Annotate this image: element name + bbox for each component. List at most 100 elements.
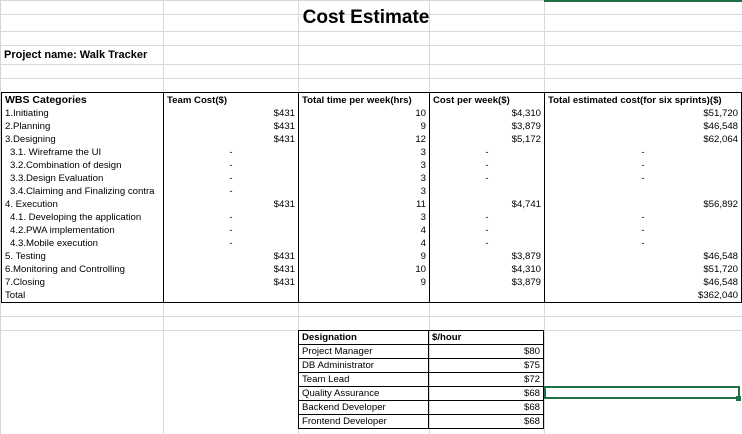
header-designation[interactable]: Designation — [298, 330, 429, 345]
cell-total[interactable]: - — [544, 146, 742, 159]
cell-cost-week[interactable]: - — [429, 237, 545, 250]
cell-category[interactable]: 6.Monitoring and Controlling — [1, 263, 164, 276]
cell-designation[interactable]: Quality Assurance — [298, 386, 429, 401]
cell-cost-week[interactable]: $3,879 — [429, 276, 545, 289]
header-wbs[interactable]: WBS Categories — [1, 92, 164, 107]
cell-time[interactable]: 3 — [298, 172, 430, 185]
cell-time[interactable]: 3 — [298, 185, 430, 198]
cell-category[interactable]: 4. Execution — [1, 198, 164, 211]
cell-category[interactable]: 5. Testing — [1, 250, 164, 263]
cell-cost-week[interactable]: - — [429, 224, 545, 237]
header-total[interactable]: Total estimated cost(for six sprints)($) — [544, 92, 742, 107]
cell-category[interactable]: 3.2.Combination of design — [1, 159, 164, 172]
cell-time[interactable]: 3 — [298, 211, 430, 224]
rate-row: Team Lead $72 — [298, 372, 544, 387]
cell-time[interactable]: 4 — [298, 224, 430, 237]
cell-total[interactable]: $62,064 — [544, 133, 742, 146]
cell-cost-week[interactable]: - — [429, 172, 545, 185]
cell-time[interactable]: 9 — [298, 250, 430, 263]
cell-team-cost[interactable]: $431 — [163, 198, 299, 211]
cell-category[interactable]: 4.2.PWA implementation — [1, 224, 164, 237]
cell-total[interactable]: $46,548 — [544, 276, 742, 289]
cell-category[interactable]: 3.Designing — [1, 133, 164, 146]
cell-cost-week[interactable]: $4,310 — [429, 263, 545, 276]
cell-total[interactable]: - — [544, 237, 742, 250]
cell-team-cost[interactable]: $431 — [163, 263, 299, 276]
cell-total[interactable]: - — [544, 159, 742, 172]
cell-time[interactable]: 11 — [298, 198, 430, 211]
cell-team-cost[interactable]: - — [163, 159, 299, 172]
cell-cost-week[interactable] — [429, 185, 545, 198]
cell-total[interactable]: - — [544, 172, 742, 185]
cell-designation[interactable]: Team Lead — [298, 372, 429, 387]
cell-category[interactable]: 3.4.Claiming and Finalizing contra — [1, 185, 164, 198]
cell-category[interactable]: 2.Planning — [1, 120, 164, 133]
cell-rate[interactable]: $75 — [428, 358, 544, 373]
cell-total[interactable]: - — [544, 224, 742, 237]
cell-category[interactable]: 4.3.Mobile execution — [1, 237, 164, 250]
cell-category[interactable]: 1.Initiating — [1, 107, 164, 120]
cell-total[interactable]: $46,548 — [544, 250, 742, 263]
cell-total[interactable]: - — [544, 211, 742, 224]
table-row: 5. Testing $431 9 $3,879 $46,548 — [1, 250, 742, 263]
cell-team-cost[interactable]: - — [163, 237, 299, 250]
cell-team-cost[interactable]: - — [163, 185, 299, 198]
cell-total[interactable]: $51,720 — [544, 107, 742, 120]
cell-cost-week[interactable]: $4,310 — [429, 107, 545, 120]
cell-cost-week[interactable]: $3,879 — [429, 250, 545, 263]
cell-time[interactable]: 10 — [298, 263, 430, 276]
cell-total[interactable]: $362,040 — [544, 289, 742, 303]
cell-team-cost[interactable]: - — [163, 146, 299, 159]
cell-cost-week[interactable]: - — [429, 211, 545, 224]
cell-designation[interactable]: DB Administrator — [298, 358, 429, 373]
cell-team-cost[interactable]: - — [163, 211, 299, 224]
header-cost-week[interactable]: Cost per week($) — [429, 92, 545, 107]
cell-team-cost[interactable]: $431 — [163, 120, 299, 133]
cell-team-cost[interactable]: $431 — [163, 276, 299, 289]
cell-team-cost[interactable]: $431 — [163, 107, 299, 120]
cell-cost-week[interactable]: - — [429, 159, 545, 172]
cell-cost-week[interactable]: $5,172 — [429, 133, 545, 146]
cell-category[interactable]: 3.1. Wireframe the UI — [1, 146, 164, 159]
cell-category[interactable]: 7.Closing — [1, 276, 164, 289]
cell-time[interactable]: 3 — [298, 159, 430, 172]
cell-time[interactable]: 4 — [298, 237, 430, 250]
cell-time[interactable]: 9 — [298, 120, 430, 133]
selected-cell[interactable] — [544, 386, 740, 399]
cell-rate[interactable]: $80 — [428, 344, 544, 359]
cell-total[interactable]: $51,720 — [544, 263, 742, 276]
cell-time[interactable] — [298, 289, 430, 303]
cell-cost-week[interactable]: $4,741 — [429, 198, 545, 211]
cell-time[interactable]: 9 — [298, 276, 430, 289]
cell-designation[interactable]: Project Manager — [298, 344, 429, 359]
cell-cost-week[interactable] — [429, 289, 545, 303]
cell-rate[interactable]: $68 — [428, 414, 544, 429]
cell-time[interactable]: 3 — [298, 146, 430, 159]
cell-category[interactable]: 3.3.Design Evaluation — [1, 172, 164, 185]
cell-category[interactable]: 4.1. Developing the application — [1, 211, 164, 224]
cell-team-cost[interactable]: - — [163, 172, 299, 185]
cell-cost-week[interactable]: $3,879 — [429, 120, 545, 133]
project-name-cell[interactable]: Project name: Walk Tracker — [4, 49, 148, 61]
page-title[interactable]: Cost Estimate — [302, 7, 430, 28]
cell-team-cost[interactable]: $431 — [163, 250, 299, 263]
cell-total[interactable] — [544, 185, 742, 198]
cell-team-cost[interactable]: $431 — [163, 133, 299, 146]
header-time[interactable]: Total time per week(hrs) — [298, 92, 430, 107]
cell-cost-week[interactable]: - — [429, 146, 545, 159]
cell-designation[interactable]: Backend Developer — [298, 400, 429, 415]
cell-rate[interactable]: $68 — [428, 400, 544, 415]
cell-time[interactable]: 12 — [298, 133, 430, 146]
cell-designation[interactable]: Frontend Developer — [298, 414, 429, 429]
header-team-cost[interactable]: Team Cost($) — [163, 92, 299, 107]
cell-category[interactable]: Total — [1, 289, 164, 303]
cell-total[interactable]: $46,548 — [544, 120, 742, 133]
cell-time[interactable]: 10 — [298, 107, 430, 120]
cell-rate[interactable]: $68 — [428, 386, 544, 401]
cell-total[interactable]: $56,892 — [544, 198, 742, 211]
cell-rate[interactable]: $72 — [428, 372, 544, 387]
cell-team-cost[interactable]: - — [163, 224, 299, 237]
cell-team-cost[interactable] — [163, 289, 299, 303]
fill-handle[interactable] — [736, 396, 741, 401]
header-rate[interactable]: $/hour — [428, 330, 544, 345]
